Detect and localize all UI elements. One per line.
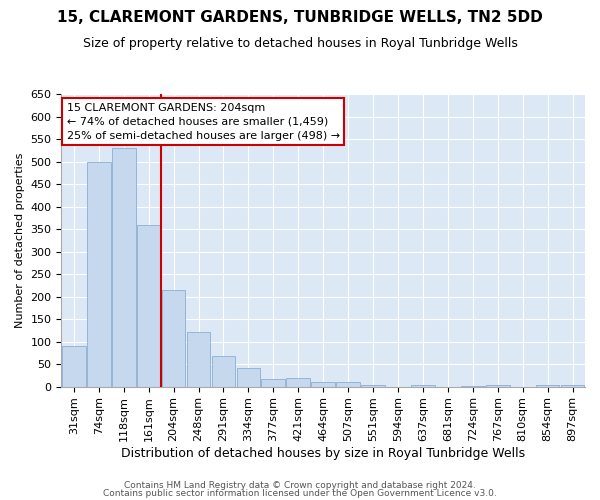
Bar: [411, 385, 435, 386]
Bar: [137, 224, 161, 386]
Bar: [560, 385, 584, 386]
Bar: [336, 382, 360, 386]
Text: Contains HM Land Registry data © Crown copyright and database right 2024.: Contains HM Land Registry data © Crown c…: [124, 481, 476, 490]
Y-axis label: Number of detached properties: Number of detached properties: [15, 152, 25, 328]
Bar: [212, 356, 235, 386]
Bar: [112, 148, 136, 386]
Bar: [486, 385, 509, 386]
X-axis label: Distribution of detached houses by size in Royal Tunbridge Wells: Distribution of detached houses by size …: [121, 447, 525, 460]
Bar: [62, 346, 86, 387]
Bar: [236, 368, 260, 386]
Bar: [286, 378, 310, 386]
Text: 15 CLAREMONT GARDENS: 204sqm
← 74% of detached houses are smaller (1,459)
25% of: 15 CLAREMONT GARDENS: 204sqm ← 74% of de…: [67, 103, 340, 141]
Bar: [162, 290, 185, 386]
Bar: [536, 385, 559, 386]
Text: Size of property relative to detached houses in Royal Tunbridge Wells: Size of property relative to detached ho…: [83, 38, 517, 51]
Bar: [361, 385, 385, 386]
Bar: [262, 379, 285, 386]
Text: Contains public sector information licensed under the Open Government Licence v3: Contains public sector information licen…: [103, 488, 497, 498]
Bar: [311, 382, 335, 386]
Text: 15, CLAREMONT GARDENS, TUNBRIDGE WELLS, TN2 5DD: 15, CLAREMONT GARDENS, TUNBRIDGE WELLS, …: [57, 10, 543, 25]
Bar: [187, 332, 211, 386]
Bar: [87, 162, 110, 386]
